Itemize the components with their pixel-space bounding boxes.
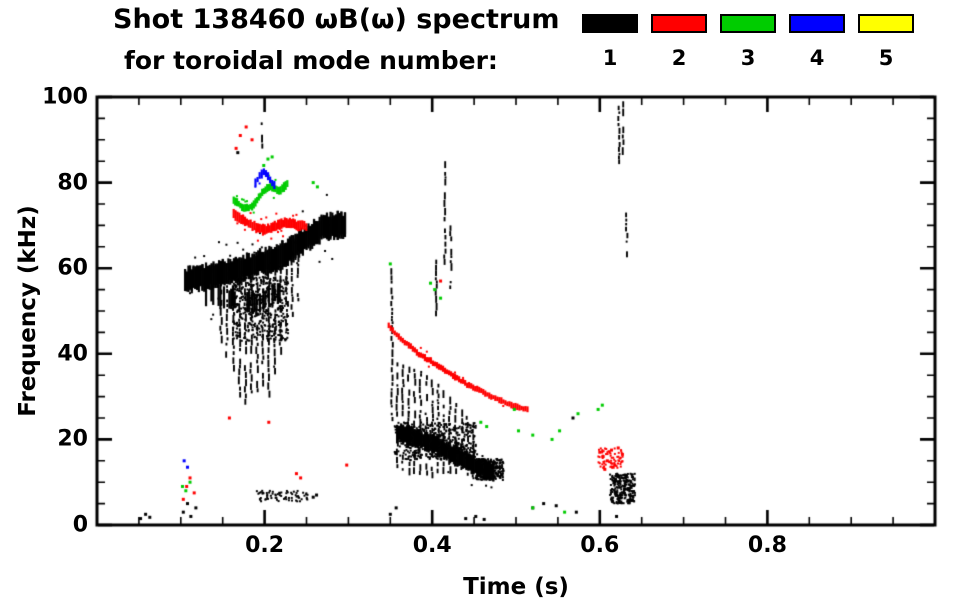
y-tick-label: 60: [57, 255, 88, 281]
legend-swatch-mode-1: [582, 14, 638, 33]
legend-label-mode-1: 1: [602, 46, 618, 70]
legend-label-mode-2: 2: [671, 46, 687, 70]
legend-label-mode-5: 5: [878, 46, 894, 70]
legend-label-mode-3: 3: [740, 46, 756, 70]
y-tick-label: 20: [57, 426, 88, 452]
y-tick-label: 0: [72, 512, 88, 538]
x-axis-title: Time (s): [463, 574, 569, 600]
page-title: Shot 138460 ωB(ω) spectrum: [113, 4, 560, 35]
legend-swatch-mode-2: [651, 14, 707, 33]
legend-label-mode-4: 4: [809, 46, 825, 70]
y-axis-title: Frequency (kHz): [15, 205, 41, 417]
y-tick-label: 100: [42, 84, 88, 110]
x-tick-label: 0.8: [747, 533, 787, 558]
y-tick-label: 80: [57, 170, 88, 196]
y-tick-label: 40: [57, 341, 88, 367]
x-tick-label: 0.2: [245, 533, 285, 558]
x-tick-label: 0.6: [580, 533, 620, 558]
mode-number-legend: 1 2 3 4 5: [582, 14, 914, 69]
x-tick-label: 0.4: [412, 533, 452, 558]
legend-swatch-mode-5: [858, 14, 914, 33]
legend-swatch-mode-4: [789, 14, 845, 33]
legend-swatch-mode-3: [720, 14, 776, 33]
page-subtitle: for toroidal mode number:: [124, 46, 498, 75]
